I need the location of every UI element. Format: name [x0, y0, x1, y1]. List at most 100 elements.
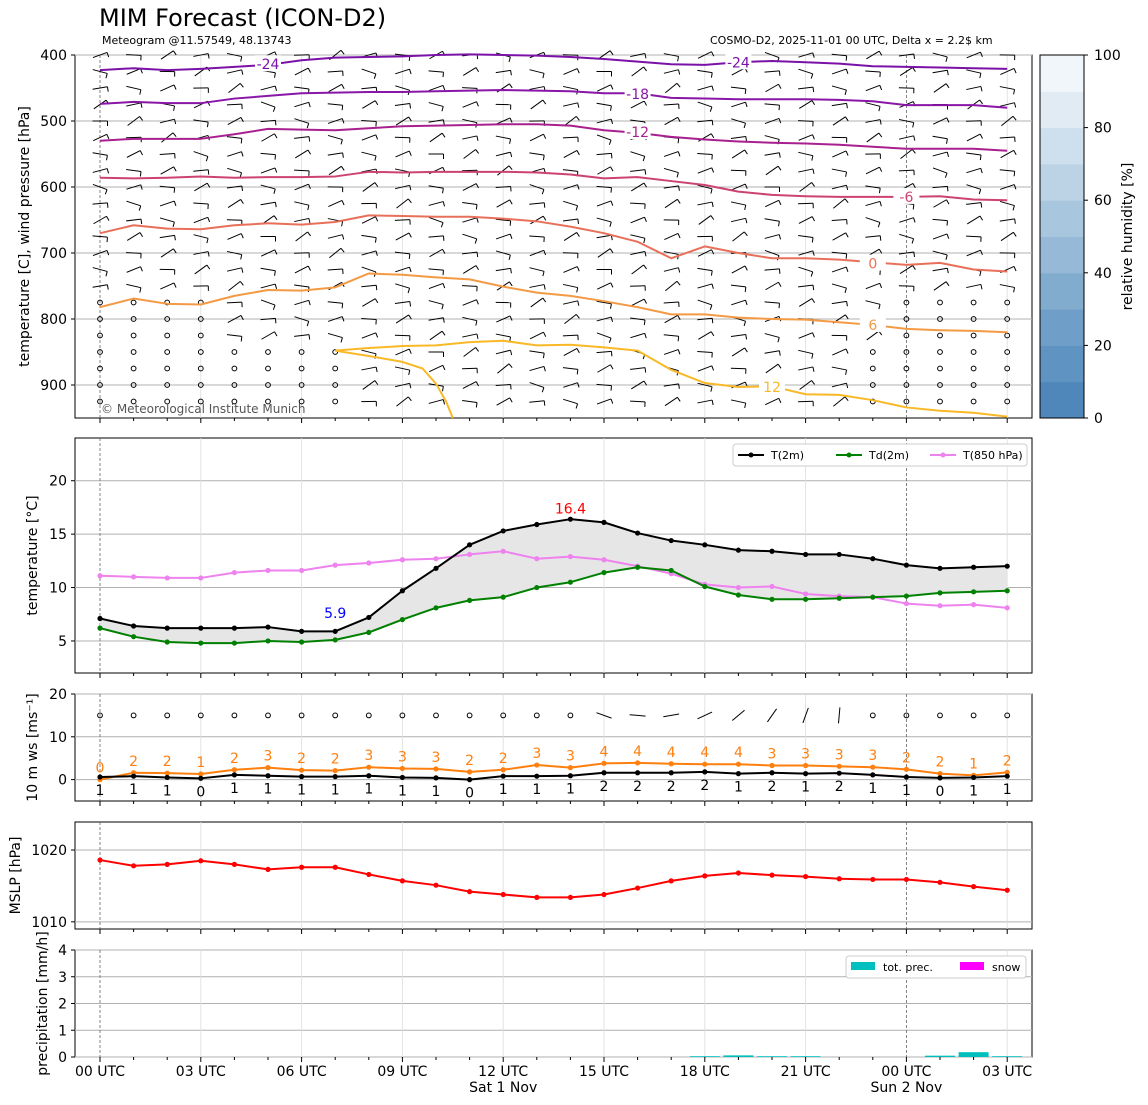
calm-wind-marker: [970, 299, 977, 306]
wind-barb: [226, 185, 242, 189]
wind-barb-flag: [677, 397, 681, 402]
wind-barb: [966, 167, 981, 174]
wind-speed-value-label: 2: [700, 778, 709, 794]
wind-barb-flag: [610, 282, 614, 288]
isotherm-label-bg: [859, 254, 886, 271]
wind-barb: [831, 85, 847, 91]
wind-barb-flag: [878, 106, 881, 112]
wind-barb-flag: [442, 386, 444, 392]
wind-speed-value-label: 2: [835, 779, 844, 795]
wind-barb-flag: [508, 254, 511, 261]
wind-barb: [764, 135, 780, 140]
wind-speed-value-label: 1: [532, 782, 541, 798]
wind-barb: [731, 347, 745, 357]
calm-wind-marker: [164, 349, 171, 355]
wind-barb-flag: [341, 316, 345, 322]
wind-barb-flag: [173, 248, 177, 254]
calm-wind-marker: [332, 365, 339, 372]
wind-barb-flag: [643, 66, 647, 72]
wind-barb: [394, 136, 410, 139]
wind-barb-flag: [711, 249, 715, 255]
wind-barb-flag: [577, 102, 580, 108]
calm-wind-marker: [1004, 316, 1011, 322]
wind-barb-flag: [812, 52, 815, 58]
series-point-T(2m): [635, 530, 641, 536]
wind-barb-flag: [307, 205, 310, 211]
calm-wind-marker: [164, 382, 171, 388]
wind-barb-flag: [745, 218, 748, 224]
precip-bar: [757, 1056, 787, 1057]
series-point-Td(2m): [265, 638, 271, 644]
series-point-ws: [433, 775, 439, 781]
series-point-mslp: [769, 872, 775, 878]
temperature-legend: T(2m) Td(2m) T(850 hPa): [732, 443, 1028, 467]
calm-wind-marker: [97, 365, 103, 372]
wind-barb: [833, 396, 846, 407]
wind-barb: [462, 67, 477, 76]
wind-barb-flag: [207, 169, 210, 175]
wind-barb-flag: [711, 318, 714, 324]
wind-barb-flag: [576, 150, 580, 156]
wind-barb-flag: [644, 367, 647, 373]
wind-speed-value-label: 1: [331, 783, 340, 799]
series-point-Td(2m): [870, 594, 876, 600]
series-point-T(2m): [399, 588, 405, 594]
series-point-T(2m): [534, 521, 540, 528]
gust-value-label: 3: [835, 747, 844, 763]
wind-barb-flag: [1013, 232, 1017, 237]
wind-barb: [462, 316, 478, 322]
wind-barb: [161, 132, 174, 143]
wind-barb-flag: [878, 304, 881, 310]
calm-wind-marker: [399, 712, 406, 719]
wind-speed-value-label: 2: [667, 779, 676, 795]
wind-barb: [664, 314, 679, 324]
wind-barb: [563, 348, 578, 356]
wind-barb: [630, 400, 646, 403]
wind-barb: [932, 69, 948, 74]
wind-barb: [395, 348, 410, 356]
wind-barb: [764, 333, 780, 338]
wind-barb-flag: [508, 363, 513, 368]
wind-barb-flag: [140, 266, 143, 272]
wind-barb: [160, 84, 175, 92]
wind-speed-value-label: 0: [465, 786, 474, 802]
series-point-ws: [131, 773, 137, 779]
wind-barb: [361, 366, 377, 371]
calm-wind-marker: [1004, 712, 1011, 719]
wind-barb: [663, 713, 680, 718]
wind-barb-flag: [1013, 68, 1017, 74]
gust-value-label: 1: [196, 755, 205, 771]
wind-barb-flag: [409, 185, 412, 191]
y-axis-label: temperature [C], wind pressure [hPa]: [17, 106, 33, 367]
calm-wind-marker: [164, 398, 171, 405]
wind-barb-flag: [744, 265, 748, 271]
wind-barb: [664, 232, 679, 241]
wind-barb: [798, 151, 814, 157]
wind-barb: [831, 382, 847, 388]
isotherm-label-bg: [759, 377, 785, 394]
series-point-mslp: [635, 885, 641, 891]
wind-barb: [294, 54, 310, 56]
calm-wind-marker: [970, 365, 977, 372]
wind-barb-flag: [577, 218, 580, 224]
wind-barb-flag: [441, 304, 444, 310]
series-point-ws: [366, 773, 372, 779]
isotherm-label: 6: [868, 318, 877, 334]
wind-barb-flag: [307, 231, 311, 237]
wind-barb: [798, 134, 813, 141]
wind-barb: [798, 168, 814, 173]
wind-barb: [462, 201, 478, 206]
wind-frame: [74, 693, 1033, 802]
calm-wind-marker: [869, 365, 876, 372]
series-point-gust: [567, 765, 574, 771]
wind-barb-flag: [106, 134, 110, 140]
wind-barb-flag: [475, 67, 480, 73]
wind-barb: [194, 264, 208, 275]
wind-barb: [999, 169, 1015, 172]
series-point-Td(2m): [735, 592, 742, 598]
series-line-Td(2m): [99, 566, 1008, 645]
wind-barb-flag: [407, 288, 411, 294]
wind-barb: [328, 199, 343, 208]
wind-barb-flag: [139, 171, 142, 177]
wind-barb-flag: [341, 234, 345, 240]
